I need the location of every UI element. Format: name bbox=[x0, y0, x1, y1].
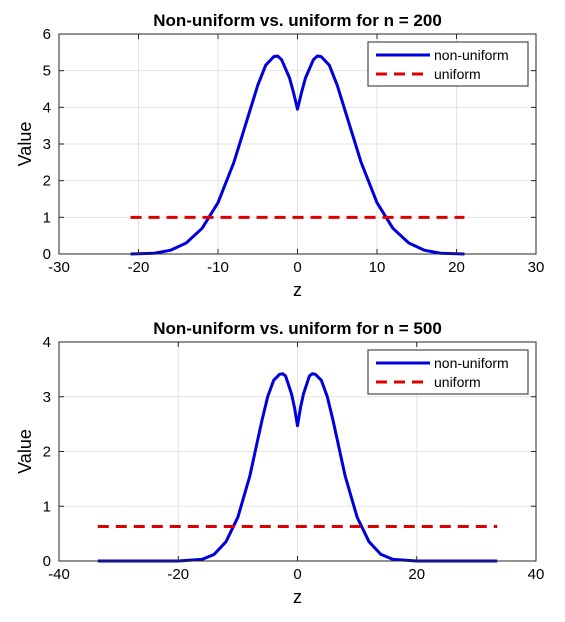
series-line-non-uniform bbox=[130, 54, 465, 256]
y-tick-label: 6 bbox=[43, 26, 51, 43]
x-tick-label: -10 bbox=[207, 259, 229, 276]
x-tick-label: 20 bbox=[448, 259, 465, 276]
x-tick-label: 0 bbox=[293, 566, 301, 583]
x-tick-label: 20 bbox=[408, 566, 425, 583]
y-tick-label: 0 bbox=[43, 246, 51, 263]
y-tick-label: 3 bbox=[43, 389, 51, 406]
x-axis-label: z bbox=[293, 280, 302, 300]
chart-2: -40 -20 0 20 40 0 1 2 3 4 Non-uniform vs. uniform … bbox=[15, 319, 544, 607]
chart-title: Non-uniform vs. uniform for n = 500 bbox=[153, 319, 442, 338]
legend: non-uniform uniform bbox=[367, 41, 529, 87]
x-axis-label: z bbox=[293, 587, 302, 607]
x-tick-label: 40 bbox=[528, 566, 545, 583]
legend-label-uniform: uniform bbox=[434, 66, 481, 82]
legend-label-uniform: uniform bbox=[434, 374, 481, 390]
x-tick-label: 0 bbox=[293, 259, 301, 276]
legend-label-non-uniform: non-uniform bbox=[434, 47, 509, 63]
y-tick-label: 2 bbox=[43, 173, 51, 190]
legend-label-non-uniform: non-uniform bbox=[434, 355, 509, 371]
y-tick-label: 1 bbox=[43, 209, 51, 226]
y-tick-label: 2 bbox=[43, 444, 51, 461]
chart-1: -30 -20 -10 0 10 20 30 0 1 2 3 4 5 6 Non-uniform vs. u… bbox=[15, 11, 544, 300]
x-tick-label: -20 bbox=[167, 566, 189, 583]
y-tick-label: 0 bbox=[43, 553, 51, 570]
y-tick-label: 1 bbox=[43, 498, 51, 515]
y-axis-label: Value bbox=[15, 122, 35, 167]
y-tick-label: 5 bbox=[43, 63, 51, 80]
legend: non-uniform uniform bbox=[367, 349, 529, 395]
x-tick-label: -40 bbox=[48, 566, 70, 583]
legend-box bbox=[367, 349, 529, 395]
x-tick-label: -30 bbox=[48, 259, 70, 276]
series-line-non-uniform bbox=[97, 372, 498, 563]
chart-title: Non-uniform vs. uniform for n = 200 bbox=[153, 11, 442, 30]
y-tick-label: 3 bbox=[43, 136, 51, 153]
y-tick-label: 4 bbox=[43, 334, 51, 351]
x-tick-label: 30 bbox=[528, 259, 545, 276]
legend-box bbox=[367, 41, 529, 87]
x-tick-label: -20 bbox=[128, 259, 150, 276]
x-tick-label: 10 bbox=[369, 259, 386, 276]
y-tick-label: 4 bbox=[43, 99, 51, 116]
y-axis-label: Value bbox=[15, 429, 35, 474]
